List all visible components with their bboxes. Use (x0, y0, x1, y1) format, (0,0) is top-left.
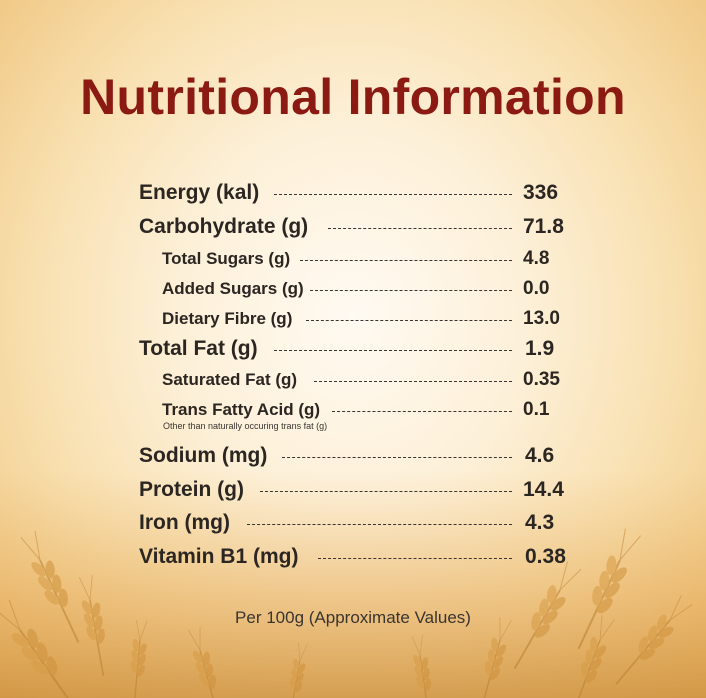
dotted-leader (274, 194, 512, 195)
nutrient-label: Total Sugars (g) (162, 249, 291, 268)
nutrient-label: Carbohydrate (g) (139, 215, 309, 238)
nutrient-label: Total Fat (g) (139, 337, 258, 360)
nutrient-value: 0.1 (523, 399, 550, 420)
nutrient-value: 0.38 (525, 545, 566, 568)
nutrient-value: 1.9 (525, 337, 555, 360)
nutrient-row-iron: Iron (mg) 4.3 (0, 508, 706, 538)
nutrient-row-saturated-fat: Saturated Fat (g) 0.35 (0, 365, 706, 395)
dotted-leader (306, 320, 512, 321)
nutrient-label: Energy (kal) (139, 181, 260, 204)
dotted-leader (260, 491, 512, 492)
nutrient-row-dietary-fibre: Dietary Fibre (g) 13.0 (0, 304, 706, 334)
nutrient-label: Sodium (mg) (139, 444, 268, 467)
nutrient-row-sodium: Sodium (mg) 4.6 (0, 441, 706, 471)
nutrient-value: 0.0 (523, 278, 550, 299)
nutrient-label: Saturated Fat (g) (162, 370, 298, 389)
nutrient-value: 4.3 (525, 511, 555, 534)
nutrient-label: Trans Fatty Acid (g) (162, 400, 321, 419)
nutrient-row-added-sugars: Added Sugars (g) 0.0 (0, 274, 706, 304)
nutrient-value: 14.4 (523, 478, 564, 501)
dotted-leader (332, 411, 512, 412)
dotted-leader (318, 558, 512, 559)
trans-fat-footnote: Other than naturally occuring trans fat … (163, 421, 328, 431)
dotted-leader (282, 457, 512, 458)
dotted-leader (314, 381, 512, 382)
serving-basis-note: Per 100g (Approximate Values) (235, 608, 471, 627)
nutrient-row-total-sugars: Total Sugars (g) 4.8 (0, 244, 706, 274)
nutrient-row-carbohydrate: Carbohydrate (g) 71.8 (0, 212, 706, 242)
nutrient-value: 0.35 (523, 369, 560, 390)
nutrient-row-trans-fatty-acid: Trans Fatty Acid (g) 0.1 (0, 395, 706, 425)
dotted-leader (300, 260, 512, 261)
nutrient-row-energy: Energy (kal) 336 (0, 178, 706, 208)
nutrient-row-protein: Protein (g) 14.4 (0, 475, 706, 505)
nutrient-value: 336 (523, 181, 559, 204)
nutrient-label: Vitamin B1 (mg) (139, 545, 299, 568)
dotted-leader (274, 350, 512, 351)
nutrient-value: 71.8 (523, 215, 564, 238)
nutrient-label: Protein (g) (139, 478, 244, 501)
nutrient-label: Added Sugars (g) (162, 279, 304, 298)
nutrient-label: Iron (mg) (139, 511, 230, 534)
nutrient-value: 4.8 (523, 248, 550, 269)
page-title: Nutritional Information (80, 69, 626, 125)
dotted-leader (328, 228, 512, 229)
nutrient-value: 4.6 (525, 444, 555, 467)
dotted-leader (310, 290, 512, 291)
nutrient-row-total-fat: Total Fat (g) 1.9 (0, 334, 706, 364)
nutrient-label: Dietary Fibre (g) (162, 309, 293, 328)
dotted-leader (247, 524, 512, 525)
nutrient-row-vitamin-b1: Vitamin B1 (mg) 0.38 (0, 542, 706, 572)
nutrient-value: 13.0 (523, 308, 560, 329)
